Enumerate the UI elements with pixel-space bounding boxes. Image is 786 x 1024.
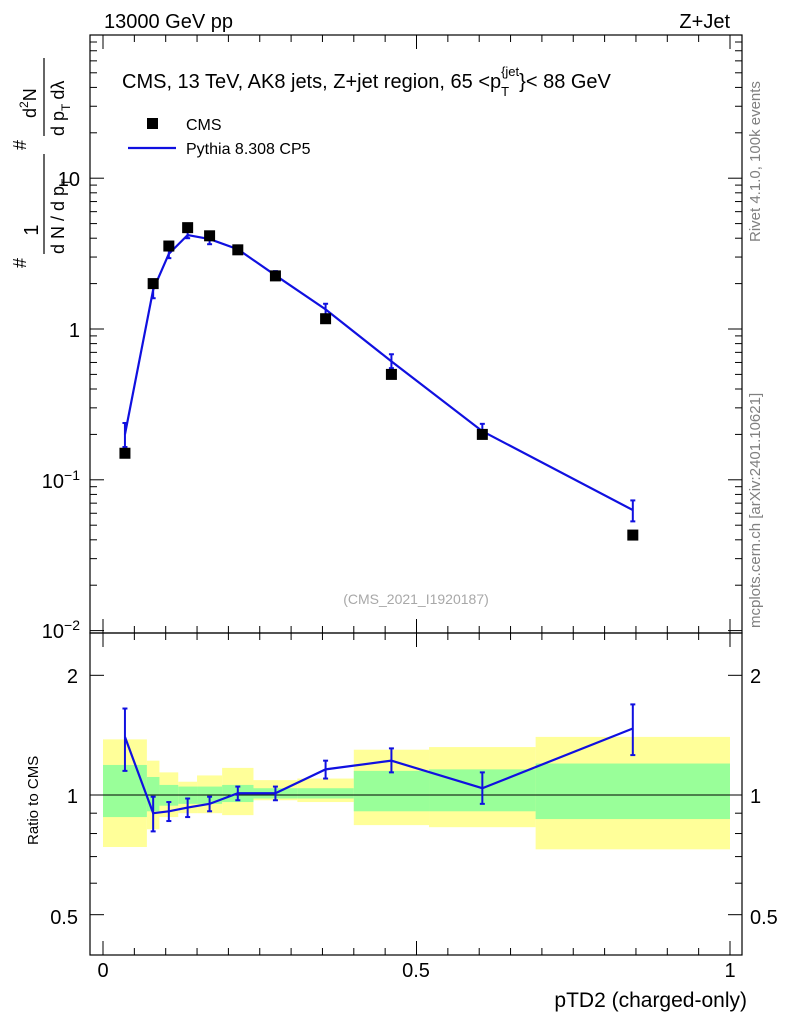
x-axis-label: pTD2 (charged-only) (554, 989, 747, 1012)
ratio-y-tick-right-2: 2 (750, 666, 761, 688)
main-chart-title: CMS, 13 TeV, AK8 jets, Z+jet region, 65 … (122, 64, 612, 99)
ratio-y-tick-left-0p5: 0.5 (50, 907, 78, 929)
svg-text:d N / d pT: d N / d pT (48, 178, 73, 254)
cms-data-point (147, 278, 159, 290)
x-tick-label-1: 1 (724, 960, 735, 982)
ratio-band-green (535, 763, 730, 820)
cms-data-point (385, 368, 397, 380)
x-tick-label-0p5: 0.5 (402, 960, 430, 982)
y-tick-label-0p01: 10−2 (42, 617, 80, 643)
x-tick-label-0: 0 (97, 960, 108, 982)
legend-marker-cms (147, 118, 158, 129)
main-data-layer (119, 222, 639, 541)
source-label: mcplots.cern.ch [arXiv:2401.10621] (747, 393, 764, 628)
legend: CMS Pythia 8.308 CP5 (128, 117, 311, 158)
main-mc-layer (122, 230, 636, 523)
cms-data-point (163, 240, 175, 252)
cms-data-point (269, 270, 281, 282)
y-tick-label-1: 1 (69, 320, 80, 342)
svg-text:d pTdλ: d pTdλ (48, 81, 73, 136)
cms-data-point (204, 230, 216, 242)
main-axis-ticks (90, 35, 742, 633)
y-tick-label-0p1: 10−1 (42, 467, 80, 493)
svg-text:#: # (10, 258, 30, 268)
ratio-band-green (103, 764, 147, 818)
ratio-axis-ticks (90, 633, 742, 955)
main-y-axis-label: # 1 d N / d pT # d2N d pTdλ (10, 58, 73, 268)
rivet-version-label: Rivet 4.1.0, 100k events (747, 81, 764, 242)
cms-data-point (627, 529, 639, 541)
cms-data-point (182, 222, 194, 234)
header-energy: 13000 GeV pp (104, 11, 233, 33)
legend-label-pythia: Pythia 8.308 CP5 (186, 141, 311, 158)
svg-text:#: # (10, 140, 30, 150)
legend-label-cms: CMS (186, 117, 222, 134)
ratio-y-tick-right-1: 1 (750, 786, 761, 808)
y-tick-label-10: 10 (58, 169, 80, 191)
ratio-y-tick-right-0p5: 0.5 (750, 907, 778, 929)
svg-text:1: 1 (21, 224, 43, 235)
cms-data-point (119, 447, 131, 459)
ratio-uncertainty-bands (103, 736, 730, 850)
cms-data-point (320, 313, 332, 325)
ratio-y-tick-left-2: 2 (67, 666, 78, 688)
ratio-y-tick-left-1: 1 (67, 786, 78, 808)
cms-data-point (232, 244, 244, 256)
analysis-watermark: (CMS_2021_I1920187) (343, 591, 489, 607)
pythia-line (123, 233, 634, 512)
header-process: Z+Jet (679, 11, 730, 33)
ratio-y-axis-label: Ratio to CMS (25, 756, 42, 845)
ratio-band-green (353, 770, 430, 812)
ratio-mc-layer (122, 703, 636, 833)
ratio-band-green (297, 788, 354, 799)
svg-text:d2N: d2N (17, 88, 40, 118)
cms-data-point (476, 428, 488, 440)
